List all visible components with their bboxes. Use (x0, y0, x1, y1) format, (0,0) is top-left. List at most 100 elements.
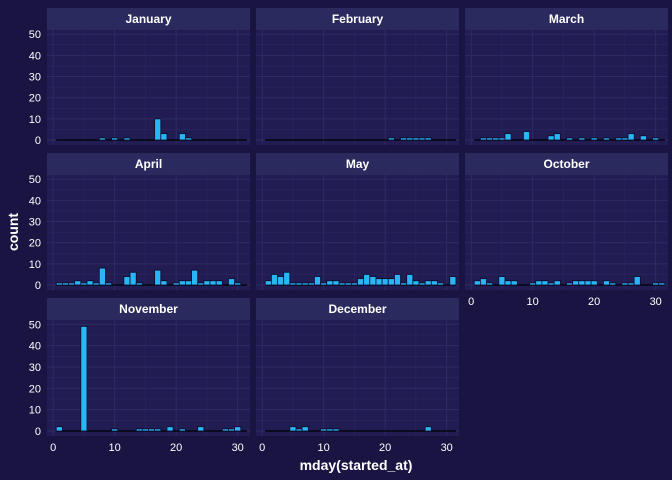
bar-october-day-12 (541, 280, 549, 286)
x-tick-label: 20 (170, 442, 182, 454)
bar-january-day-8 (98, 137, 106, 141)
facet-february: February (256, 8, 459, 145)
bar-april-day-20 (172, 282, 180, 286)
strip-december (256, 298, 459, 320)
x-tick-label: 0 (50, 442, 56, 454)
bar-march-day-5 (498, 137, 506, 141)
x-tick-label: 10 (527, 296, 539, 308)
bar-april-day-4 (74, 280, 82, 286)
bar-april-day-2 (61, 282, 69, 286)
bar-november-day-30 (234, 426, 242, 432)
y-tick-label: 0 (35, 426, 41, 438)
bar-october-day-31 (658, 282, 666, 286)
bar-january-day-10 (111, 137, 119, 141)
facet-march: March (465, 8, 668, 145)
bar-january-day-17 (154, 118, 162, 141)
bar-may-day-7 (301, 282, 309, 286)
bar-march-day-24 (615, 137, 623, 141)
bar-march-day-18 (578, 137, 586, 141)
bar-october-day-30 (652, 282, 660, 286)
y-tick-label: 40 (29, 50, 41, 62)
bar-october-day-5 (498, 276, 506, 286)
bar-october-day-2 (479, 278, 487, 286)
bar-may-day-22 (394, 274, 401, 286)
bar-october-day-20 (590, 280, 598, 286)
bar-march-day-30 (652, 137, 660, 141)
x-tick-label: 20 (588, 296, 600, 308)
bar-april-day-18 (160, 280, 168, 286)
y-tick-label: 20 (29, 238, 41, 250)
panel-bg-march (465, 30, 668, 145)
bar-october-day-23 (609, 282, 617, 286)
bar-january-day-21 (178, 133, 186, 141)
bar-april-day-12 (123, 276, 131, 286)
bar-october-day-3 (486, 282, 494, 286)
strip-label-march: March (549, 12, 584, 26)
bar-may-day-25 (412, 280, 420, 286)
strip-march (465, 8, 668, 30)
bar-march-day-14 (553, 133, 561, 141)
bar-february-day-21 (387, 137, 395, 141)
strip-label-october: October (543, 157, 589, 171)
bar-november-day-14 (135, 428, 143, 432)
y-tick-label: 30 (29, 217, 41, 229)
bar-april-day-21 (178, 280, 186, 286)
bar-january-day-22 (185, 137, 192, 141)
bar-may-day-3 (277, 276, 285, 286)
bar-may-day-17 (363, 274, 371, 286)
bar-december-day-5 (289, 426, 297, 432)
strip-label-may: May (346, 157, 370, 171)
bar-march-day-13 (547, 135, 555, 141)
bar-november-day-19 (166, 426, 174, 432)
x-tick-label: 30 (650, 296, 662, 308)
panel-bg-december (256, 320, 459, 436)
y-tick-label: 30 (29, 362, 41, 374)
bar-february-day-23 (400, 137, 408, 141)
bar-october-day-7 (510, 280, 518, 286)
y-tick-label: 30 (29, 72, 41, 84)
panel-bg-october (465, 175, 668, 290)
bar-april-day-5 (80, 282, 88, 286)
facet-april: April 0 10 20 30 40 50 (29, 153, 250, 292)
bar-november-day-16 (148, 428, 156, 432)
facet-may: May (256, 153, 459, 290)
bar-november-day-28 (221, 428, 229, 432)
bar-december-day-10 (320, 428, 328, 432)
bar-november-day-24 (197, 426, 205, 432)
bar-february-day-27 (424, 137, 432, 141)
bar-april-day-26 (209, 280, 217, 286)
bar-october-day-27 (633, 276, 641, 286)
facet-december: December 0 10 20 30 (256, 298, 459, 454)
bar-may-day-15 (350, 282, 358, 286)
bar-may-day-21 (387, 278, 395, 286)
bar-may-day-16 (357, 278, 365, 286)
bar-october-day-14 (553, 280, 561, 286)
bar-april-day-17 (154, 269, 162, 286)
y-tick-label: 20 (29, 93, 41, 105)
y-tick-label: 50 (29, 319, 41, 331)
bar-may-day-8 (307, 282, 315, 286)
bar-may-day-4 (283, 271, 291, 286)
facet-october: October 0 10 20 30 (465, 153, 668, 308)
panel-bg-january (47, 30, 250, 145)
bar-october-day-18 (578, 280, 586, 286)
bar-april-day-22 (185, 280, 192, 286)
strip-label-january: January (125, 12, 171, 26)
bar-october-day-26 (627, 282, 635, 286)
bar-january-day-12 (123, 137, 131, 141)
bar-october-day-6 (504, 280, 512, 286)
bar-march-day-4 (492, 137, 500, 141)
x-tick-label: 10 (109, 442, 121, 454)
bar-march-day-26 (627, 133, 635, 141)
y-tick-label: 50 (29, 174, 41, 186)
x-tick-label: 20 (379, 442, 391, 454)
bar-october-day-1 (473, 280, 481, 286)
bar-april-day-25 (203, 280, 211, 286)
bar-march-day-25 (621, 137, 629, 141)
bar-may-day-10 (320, 282, 328, 286)
y-axis-title: count (5, 213, 21, 251)
facet-panels: January 0 10 20 30 40 50 February March April 0 10 2… (29, 8, 668, 454)
bar-april-day-24 (197, 282, 205, 286)
bar-may-day-9 (314, 276, 321, 286)
